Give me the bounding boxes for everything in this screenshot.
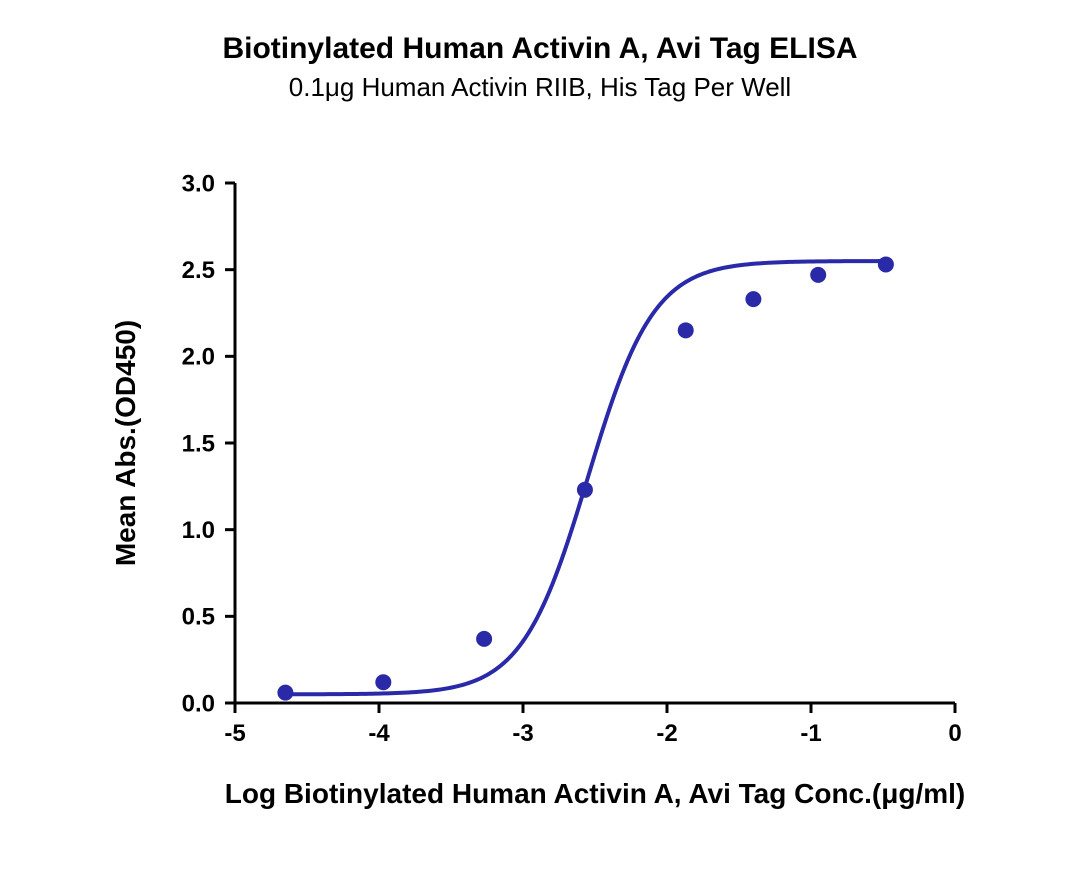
y-tick-label: 2.5: [182, 257, 215, 284]
y-tick-label: 1.0: [182, 517, 215, 544]
y-axis-title: Mean Abs.(OD450): [110, 320, 141, 566]
data-point: [476, 631, 492, 647]
data-point: [745, 291, 761, 307]
data-point: [577, 482, 593, 498]
x-tick-label: -2: [656, 720, 677, 747]
data-point: [375, 674, 391, 690]
chart-title: Biotinylated Human Activin A, Avi Tag EL…: [222, 32, 857, 66]
fitted-curve: [285, 261, 885, 694]
y-tick-label: 0.5: [182, 604, 215, 631]
elisa-chart: -5 -4 -3 -2 -1 0 0.0 0.5 1.0 1.5 2.0 2.5 3.0 Mean Abs…: [85, 163, 995, 843]
data-point: [810, 267, 826, 283]
chart-subtitle: 0.1μg Human Activin RIIB, His Tag Per We…: [222, 72, 857, 103]
chart-container: -5 -4 -3 -2 -1 0 0.0 0.5 1.0 1.5 2.0 2.5 3.0 Mean Abs…: [85, 163, 995, 843]
data-point: [678, 322, 694, 338]
data-point: [878, 256, 894, 272]
x-tick-label: -1: [800, 720, 821, 747]
y-tick-label: 1.5: [182, 430, 215, 457]
title-block: Biotinylated Human Activin A, Avi Tag EL…: [222, 32, 857, 103]
data-point: [277, 685, 293, 701]
y-tick-label: 2.0: [182, 344, 215, 371]
x-tick-label: -5: [224, 720, 245, 747]
x-tick-label: -4: [368, 720, 390, 747]
x-tick-label: -3: [512, 720, 533, 747]
y-tick-label: 0.0: [182, 690, 215, 717]
y-tick-label: 3.0: [182, 170, 215, 197]
x-axis-title: Log Biotinylated Human Activin A, Avi Ta…: [225, 778, 965, 809]
x-tick-label: 0: [948, 720, 961, 747]
